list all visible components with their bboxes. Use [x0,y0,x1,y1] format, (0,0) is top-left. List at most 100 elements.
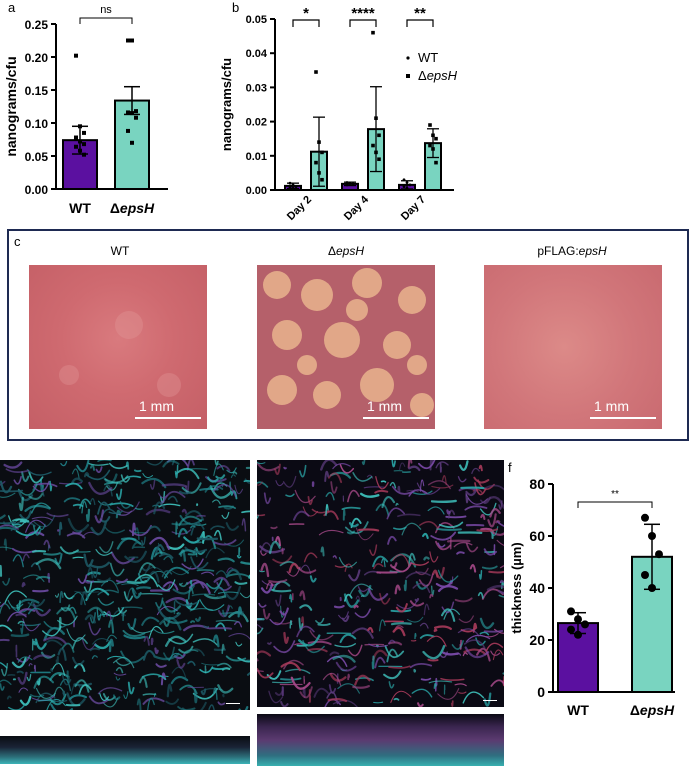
biofilm-fiber [483,630,504,633]
biofilm-fiber [309,575,317,583]
biofilm-fiber [178,581,188,588]
biofilm-fiber [451,640,464,650]
biofilm-fiber [99,541,114,554]
biofilm-fiber [43,539,51,549]
biofilm-fiber [329,651,340,656]
biofilm-fiber [102,693,116,701]
data-point [288,185,292,189]
data-point [82,130,86,135]
chart-f: 0 20 40 60 80 thickness (µm) WT ΔepsH ** [509,476,675,718]
biofilm-fiber [74,679,90,693]
biofilm-fiber [498,500,503,510]
biofilm-fiber [241,518,247,532]
biofilm-fiber [498,594,504,598]
confocal-image-wt [0,460,250,710]
biofilm-fiber [28,663,33,667]
biofilm-fiber [386,648,399,663]
biofilm-fiber [37,699,56,703]
biofilm-fiber [199,598,225,611]
y-tick-label: 0.05 [246,14,267,26]
biofilm-fiber [181,508,188,514]
biofilm-fiber [478,464,483,472]
biofilm-fiber [88,622,101,636]
biofilm-fiber [165,597,192,608]
biofilm-fiber [204,485,224,493]
biofilm-fiber [0,661,8,669]
biofilm-fiber [479,631,490,636]
biofilm-fiber [475,637,486,646]
biofilm-fiber [299,464,307,478]
biofilm-fiber [21,582,26,588]
data-point [126,38,130,43]
y-tick-label: 0.00 [246,185,267,197]
biofilm-fiber [153,628,175,634]
biofilm-fiber [136,698,142,710]
biofilm-fiber [161,600,182,613]
biofilm-fiber [213,539,237,546]
significance-bracket [79,17,133,24]
biofilm-fiber [5,468,30,473]
biofilm-fiber [430,531,457,541]
biofilm-fiber [215,474,226,480]
biofilm-fiber [70,477,83,485]
biofilm-fiber [325,503,329,516]
biofilm-fiber [163,581,179,591]
biofilm-fiber [84,614,97,624]
biofilm-fiber [155,663,167,668]
biofilm-fiber [89,647,100,652]
biofilm-fiber [33,482,58,488]
biofilm-fiber [92,637,111,645]
panel-label-c: c [14,234,21,249]
biofilm-fiber [263,492,272,505]
biofilm-fiber [12,518,27,524]
biofilm-fiber [184,600,200,611]
biofilm-fiber [95,548,113,556]
biofilm-fiber [408,489,428,497]
biofilm-fiber [226,467,237,474]
biofilm-fiber [451,700,454,707]
biofilm-fiber [431,484,454,489]
legend-label: ΔepsH [418,68,458,83]
biofilm-fiber [163,566,189,579]
biofilm-fiber [285,668,311,675]
biofilm-fiber [17,620,25,625]
x-tick-label: WT [69,200,91,216]
biofilm-fiber [168,652,184,662]
biofilm-fiber [262,608,271,620]
biofilm-fiber [397,513,421,518]
biofilm-fiber [3,461,23,469]
biofilm-fiber [217,557,235,563]
biofilm-fiber [21,471,30,482]
biofilm-fiber [354,674,371,686]
biofilm-fiber [32,514,56,528]
biofilm-fiber [395,502,399,506]
biofilm-fiber [374,656,386,669]
biofilm-fiber [195,547,206,556]
biofilm-fiber [179,549,187,562]
biofilm-fiber [130,626,154,634]
biofilm-fiber [294,489,316,504]
data-point [655,550,663,559]
biofilm-fiber [148,625,164,639]
biofilm-fiber [71,468,80,479]
biofilm-fiber [126,579,147,585]
biofilm-fiber [234,484,244,495]
biofilm-fiber [393,526,407,531]
biofilm-fiber [337,683,360,694]
biofilm-fiber [112,694,121,701]
biofilm-fiber [94,509,105,524]
biofilm-fiber [78,684,92,695]
biofilm-fiber [50,668,53,672]
biofilm-fiber [307,640,332,646]
biofilm-fiber [34,638,47,650]
data-point [126,128,130,133]
y-tick-label: 0.01 [246,151,267,163]
biofilm-fiber [258,570,265,573]
biofilm-fiber [159,616,182,631]
biofilm-fiber [206,578,223,590]
photo-title-wt: WT [110,244,130,258]
biofilm-fiber [22,553,30,562]
y-tick-label: 80 [529,476,545,492]
biofilm-fiber [280,677,302,681]
biofilm-fiber [0,638,10,642]
